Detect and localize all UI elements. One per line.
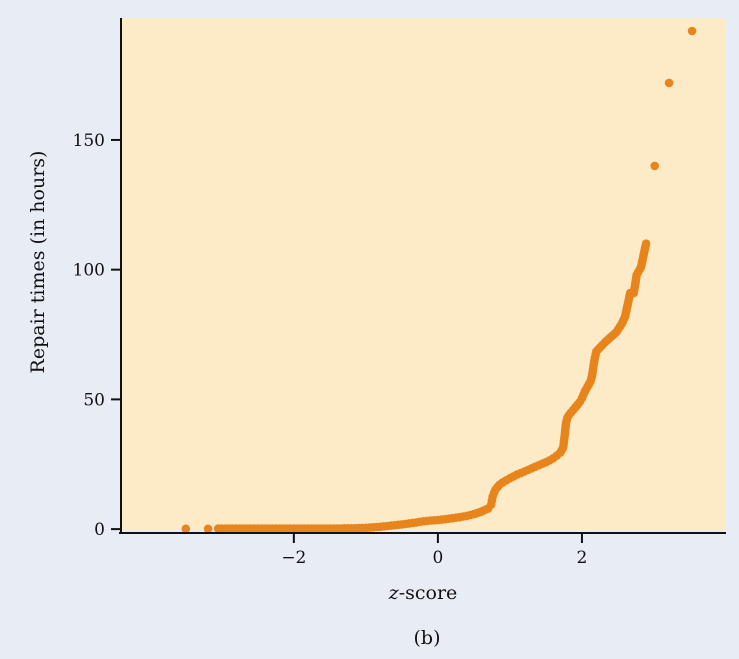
data-point [650, 161, 659, 171]
x-ticks: −2 0 2 [281, 533, 587, 568]
y-ticks: 0 50 100 150 [73, 131, 121, 540]
y-tick-label: 100 [73, 261, 105, 281]
x-axis-title-italic: z [388, 582, 400, 604]
data-point [641, 239, 651, 248]
x-tick-label: −2 [281, 548, 306, 568]
y-axis-title: Repair times (in hours) [27, 151, 49, 374]
x-tick-label: 2 [577, 548, 588, 568]
data-point [687, 26, 697, 36]
data-point [203, 524, 213, 534]
x-axis-title-rest: -score [399, 582, 458, 604]
x-axis-title: z-score [388, 582, 458, 604]
y-tick-label: 0 [94, 520, 105, 540]
y-tick-label: 150 [73, 131, 105, 151]
data-points [181, 26, 697, 534]
x-tick-label: 0 [432, 548, 443, 568]
data-point [664, 78, 674, 88]
plot-background [121, 18, 726, 530]
data-point [181, 524, 191, 534]
chart-caption: (b) [414, 627, 441, 649]
y-tick-label: 50 [83, 390, 105, 410]
